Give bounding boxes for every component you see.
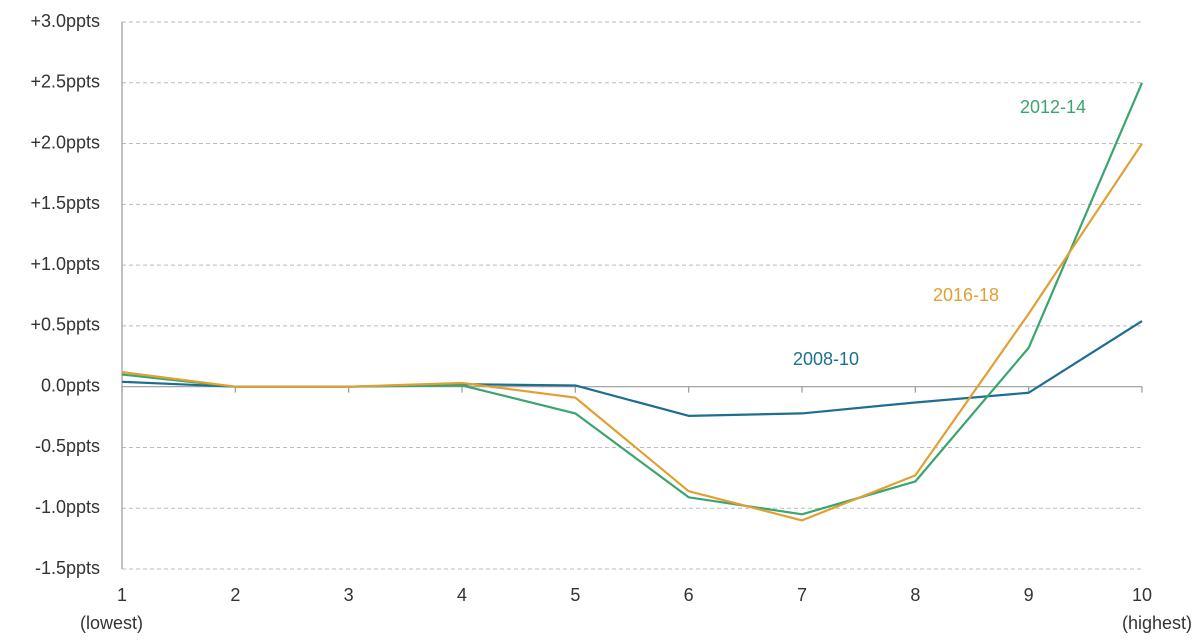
x-tick-label: 9: [1024, 585, 1034, 605]
x-tick-label: 1: [117, 585, 127, 605]
x-end-label: (lowest): [80, 613, 143, 633]
series-label: 2016-18: [933, 285, 999, 305]
x-tick-label: 6: [684, 585, 694, 605]
x-tick-label: 10: [1132, 585, 1152, 605]
y-tick-label: +1.0ppts: [30, 254, 100, 274]
x-tick-label: 4: [457, 585, 467, 605]
y-tick-label: -1.5ppts: [35, 558, 100, 578]
x-end-label: (highest): [1122, 613, 1192, 633]
y-tick-label: 0.0ppts: [41, 375, 100, 395]
x-tick-label: 8: [910, 585, 920, 605]
y-tick-label: +2.0ppts: [30, 132, 100, 152]
x-tick-label: 7: [797, 585, 807, 605]
series-label: 2012-14: [1020, 97, 1086, 117]
y-tick-label: +1.5ppts: [30, 193, 100, 213]
x-tick-label: 5: [570, 585, 580, 605]
y-tick-label: +0.5ppts: [30, 315, 100, 335]
x-tick-label: 2: [230, 585, 240, 605]
y-tick-label: -0.5ppts: [35, 436, 100, 456]
series-line: [121, 142, 1143, 522]
y-tick-label: +3.0ppts: [30, 11, 100, 31]
y-tick-label: +2.5ppts: [30, 72, 100, 92]
x-tick-label: 3: [344, 585, 354, 605]
y-tick-label: -1.0ppts: [35, 497, 100, 517]
series-label: 2008-10: [793, 349, 859, 369]
